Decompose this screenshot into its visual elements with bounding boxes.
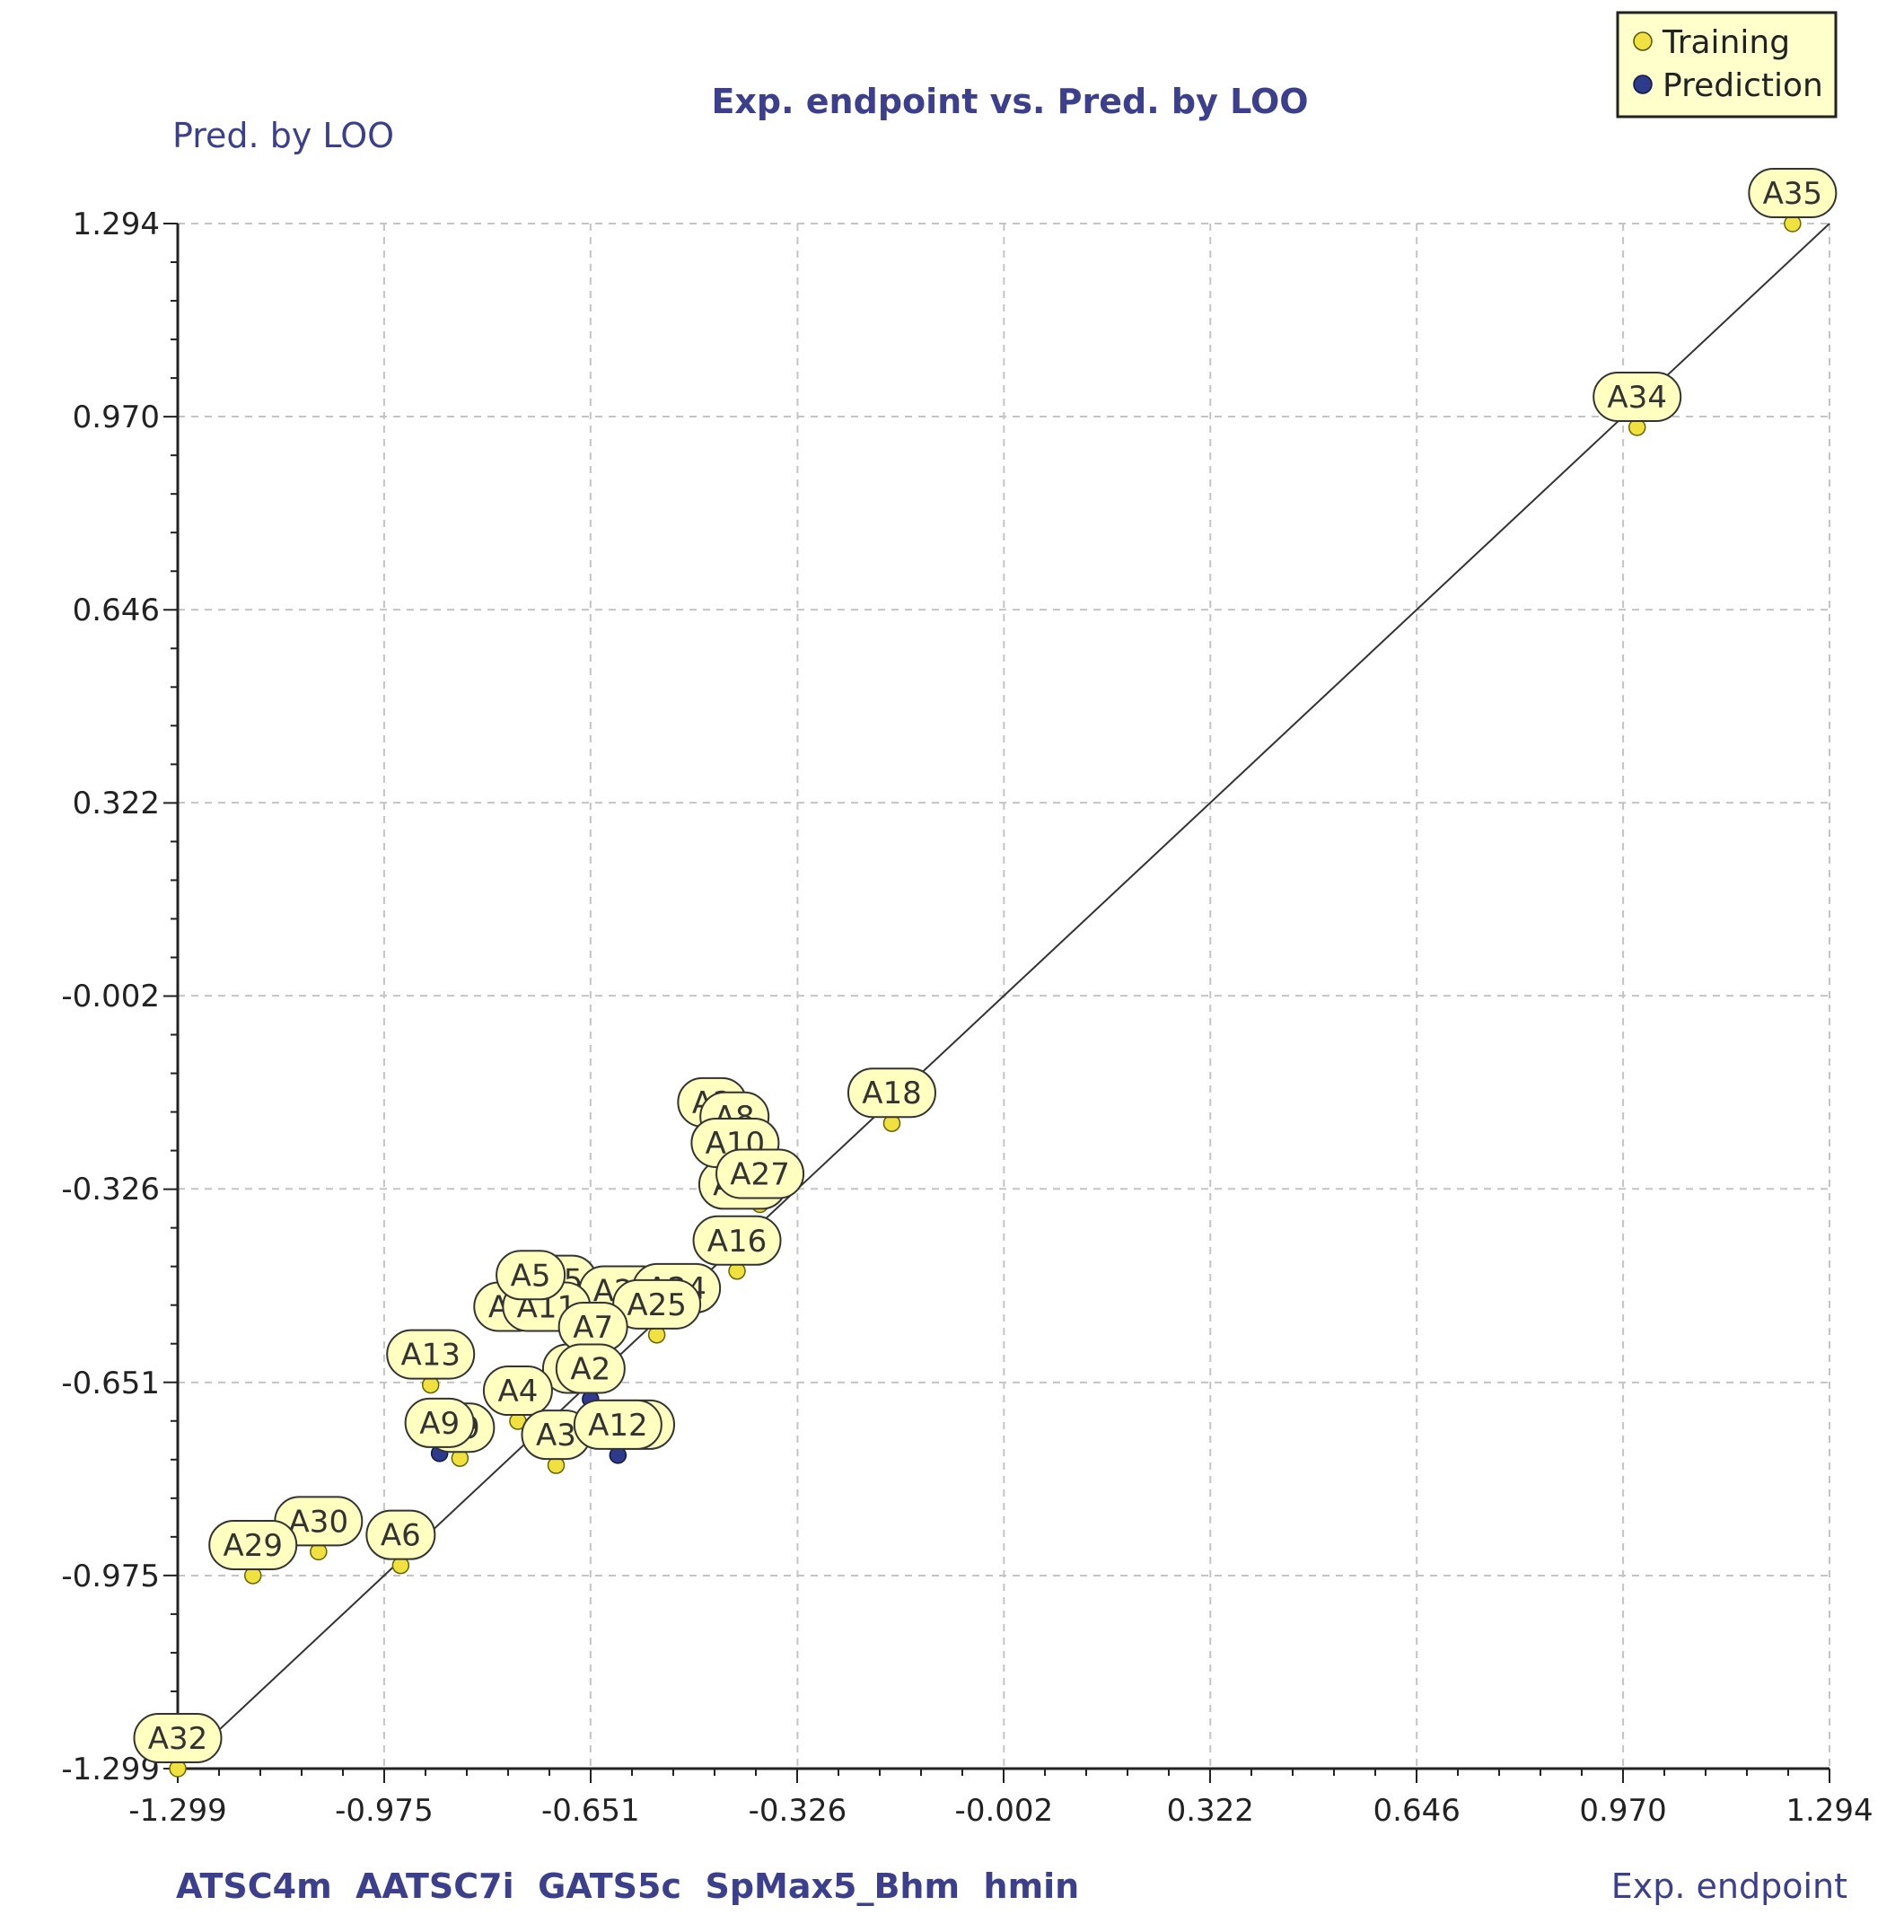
y-tick-label: -0.326: [61, 1172, 160, 1208]
x-tick-label: -1.299: [128, 1793, 227, 1829]
point-label: A32: [133, 1713, 223, 1763]
point-label: A5: [496, 1250, 566, 1301]
y-axis-title: Pred. by LOO: [172, 116, 394, 155]
y-tick-label: 1.294: [73, 206, 160, 242]
label-bubble: [692, 1215, 782, 1266]
label-text: A13: [400, 1338, 461, 1374]
point-label: A13: [386, 1329, 476, 1380]
label-bubble: [1748, 168, 1838, 218]
descriptor-list: ATSC4m AATSC7i GATS5c SpMax5_Bhm hmin: [176, 1866, 1079, 1906]
label-bubble: [1593, 371, 1682, 422]
grid-lines: [178, 223, 1830, 1769]
label-text: A30: [289, 1504, 349, 1540]
label-text: A32: [148, 1721, 208, 1757]
x-tick-label: 0.970: [1579, 1793, 1666, 1829]
point-label: A2: [555, 1343, 626, 1394]
label-text: A5: [511, 1258, 551, 1294]
y-tick-label: -0.651: [61, 1366, 160, 1401]
point-label: A34: [1593, 371, 1682, 422]
identity-line: [201, 223, 1830, 1746]
point-label: A35: [1748, 168, 1838, 218]
legend-prediction-label: Prediction: [1663, 67, 1823, 104]
label-bubble: [847, 1067, 936, 1119]
label-text: A3: [536, 1418, 576, 1453]
label-bubble: [573, 1399, 662, 1450]
label-text: A25: [627, 1287, 687, 1323]
label-text: A7: [573, 1310, 613, 1346]
point-label: A18: [847, 1067, 936, 1119]
label-text: A6: [381, 1518, 421, 1554]
label-text: A27: [730, 1156, 790, 1192]
y-tick-label: 0.322: [73, 786, 160, 821]
point-label: A27: [715, 1148, 805, 1199]
x-tick-label: 0.646: [1373, 1793, 1461, 1829]
label-text: A12: [588, 1408, 648, 1444]
y-tick-label: -0.002: [61, 979, 160, 1014]
label-text: A16: [707, 1224, 768, 1260]
y-tick-label: 0.646: [73, 593, 160, 628]
point-label: A30: [274, 1496, 364, 1547]
x-tick-label: -0.975: [335, 1793, 434, 1829]
point-label: A6: [365, 1509, 436, 1560]
label-bubble: [482, 1366, 553, 1417]
legend-training-label: Training: [1662, 24, 1790, 61]
label-bubble: [404, 1397, 475, 1448]
label-text: A2: [570, 1351, 610, 1387]
y-ticks: -1.299-0.975-0.651-0.326-0.0020.3220.646…: [61, 206, 160, 1787]
x-tick-label: -0.651: [541, 1793, 640, 1829]
legend-prediction-marker: [1633, 75, 1653, 94]
x-tick-label: -0.326: [749, 1793, 847, 1829]
label-bubble: [365, 1509, 436, 1560]
legend-training-marker: [1633, 31, 1653, 51]
point-label: A25: [612, 1278, 702, 1330]
point-label: A29: [208, 1519, 298, 1570]
point-label: A7: [557, 1302, 628, 1353]
x-tick-label: 0.322: [1167, 1793, 1254, 1829]
x-ticks: -1.299 -0.975 -0.651 -0.326 -0.002 0.322 0.646…: [128, 223, 1873, 1829]
point-label: A4: [482, 1366, 553, 1417]
label-text: A29: [223, 1528, 283, 1564]
label-bubble: [208, 1519, 298, 1570]
label-bubble: [133, 1713, 223, 1763]
label-text: A35: [1763, 176, 1823, 212]
label-text: A18: [862, 1076, 922, 1111]
legend: Training Prediction: [1616, 11, 1838, 119]
label-text: A9: [419, 1406, 460, 1442]
label-bubble: [496, 1250, 566, 1301]
point-label: A3: [521, 1409, 592, 1461]
point-labels: A2A23A15A26A1A11A2A12A35A34A18A8A10A27A1…: [133, 168, 1838, 1763]
y-tick-label: -0.975: [61, 1559, 160, 1594]
label-bubble: [715, 1148, 805, 1199]
point-label: A16: [692, 1215, 782, 1266]
label-text: A34: [1607, 380, 1667, 416]
x-axis-title: Exp. endpoint: [1611, 1866, 1847, 1906]
y-tick-label: 0.970: [73, 400, 160, 435]
label-text: A4: [497, 1374, 538, 1409]
legend-box: [1616, 11, 1838, 119]
chart-title: Exp. endpoint vs. Pred. by LOO: [711, 82, 1308, 121]
label-bubble: [386, 1329, 476, 1380]
point-label: A9: [404, 1397, 475, 1448]
label-bubble: [555, 1343, 626, 1394]
point-label: A12: [573, 1399, 662, 1450]
x-tick-label: 1.294: [1786, 1793, 1873, 1829]
x-tick-label: -0.002: [955, 1793, 1054, 1829]
